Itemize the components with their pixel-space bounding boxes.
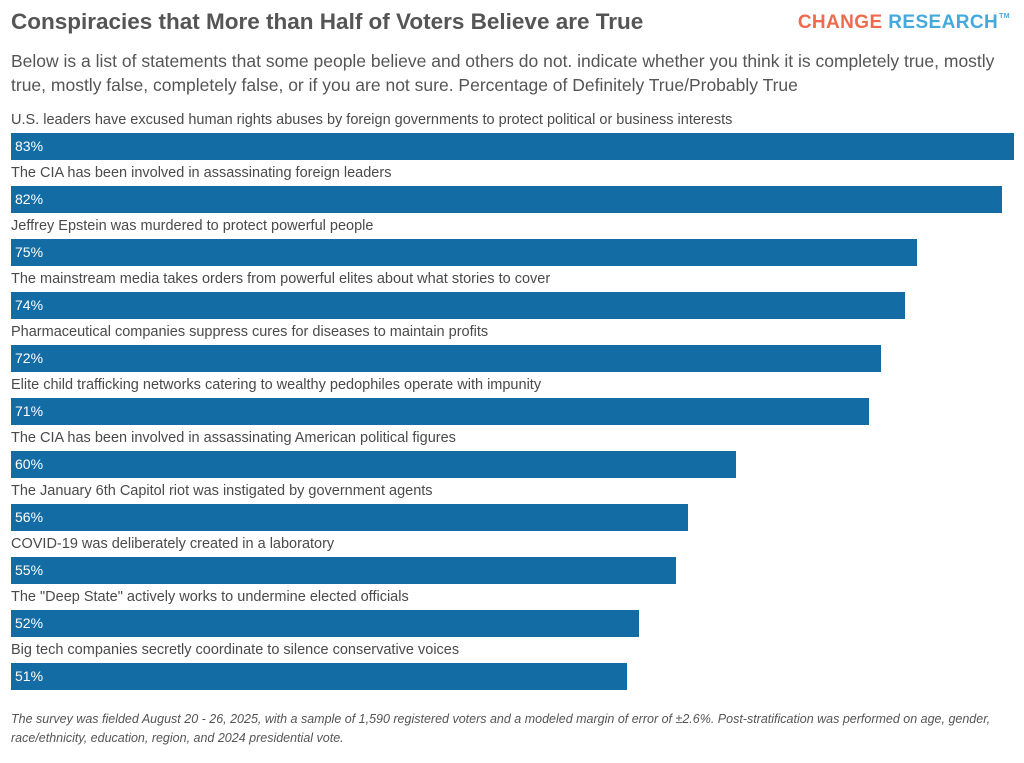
chart-row: The January 6th Capitol riot was instiga… bbox=[11, 481, 1014, 534]
chart-row: COVID-19 was deliberately created in a l… bbox=[11, 534, 1014, 587]
chart-row: The CIA has been involved in assassinati… bbox=[11, 428, 1014, 481]
chart-row: Pharmaceutical companies suppress cures … bbox=[11, 322, 1014, 375]
logo-word-change: CHANGE bbox=[797, 12, 883, 33]
category-label: COVID-19 was deliberately created in a l… bbox=[11, 536, 335, 552]
bar-value-label: 55% bbox=[15, 562, 44, 578]
bar: 72% bbox=[11, 345, 881, 372]
category-label: Pharmaceutical companies suppress cures … bbox=[11, 324, 489, 340]
bar-value-label: 52% bbox=[15, 615, 44, 631]
bar: 71% bbox=[11, 398, 869, 425]
category-label: The CIA has been involved in assassinati… bbox=[11, 430, 456, 446]
category-label: U.S. leaders have excused human rights a… bbox=[11, 112, 733, 128]
category-label: The CIA has been involved in assassinati… bbox=[11, 165, 392, 181]
bar-chart: U.S. leaders have excused human rights a… bbox=[11, 110, 1014, 692]
chart-row: U.S. leaders have excused human rights a… bbox=[11, 110, 1014, 163]
logo-word-research: RESEARCH bbox=[888, 12, 999, 33]
chart-row: Big tech companies secretly coordinate t… bbox=[11, 640, 1014, 693]
category-label: Big tech companies secretly coordinate t… bbox=[11, 642, 460, 658]
bar: 55% bbox=[11, 557, 676, 584]
chart-row: Elite child trafficking networks caterin… bbox=[11, 375, 1014, 428]
bar: 74% bbox=[11, 292, 905, 319]
bar: 75% bbox=[11, 239, 917, 266]
category-label: The January 6th Capitol riot was instiga… bbox=[11, 483, 433, 499]
chart-title: Conspiracies that More than Half of Vote… bbox=[11, 9, 644, 34]
bar-value-label: 60% bbox=[15, 456, 44, 472]
bar-value-label: 74% bbox=[15, 297, 44, 313]
chart-row: The CIA has been involved in assassinati… bbox=[11, 163, 1014, 216]
logo-trademark: TM bbox=[999, 13, 1010, 20]
bar: 83% bbox=[11, 133, 1014, 160]
bar-value-label: 82% bbox=[15, 191, 44, 207]
chart-row: The mainstream media takes orders from p… bbox=[11, 269, 1014, 322]
survey-footnote: The survey was fielded August 20 - 26, 2… bbox=[11, 712, 991, 745]
category-label: Jeffrey Epstein was murdered to protect … bbox=[11, 218, 374, 234]
bar: 60% bbox=[11, 451, 736, 478]
bar-value-label: 71% bbox=[15, 403, 44, 419]
bar: 56% bbox=[11, 504, 688, 531]
bar: 52% bbox=[11, 610, 639, 637]
category-label: Elite child trafficking networks caterin… bbox=[11, 377, 542, 393]
bar-value-label: 51% bbox=[15, 668, 44, 684]
chart-row: Jeffrey Epstein was murdered to protect … bbox=[11, 216, 1014, 269]
category-label: The "Deep State" actively works to under… bbox=[11, 589, 409, 605]
category-label: The mainstream media takes orders from p… bbox=[11, 271, 551, 287]
bar-value-label: 72% bbox=[15, 350, 44, 366]
chart-row: The "Deep State" actively works to under… bbox=[11, 587, 1014, 640]
bar: 82% bbox=[11, 186, 1002, 213]
bar-value-label: 75% bbox=[15, 244, 44, 260]
chart-subtitle: Below is a list of statements that some … bbox=[11, 51, 995, 95]
bar-value-label: 56% bbox=[15, 509, 44, 525]
change-research-logo: CHANGE RESEARCHTM bbox=[798, 12, 1010, 34]
bar-value-label: 83% bbox=[15, 138, 44, 154]
bar: 51% bbox=[11, 663, 627, 690]
